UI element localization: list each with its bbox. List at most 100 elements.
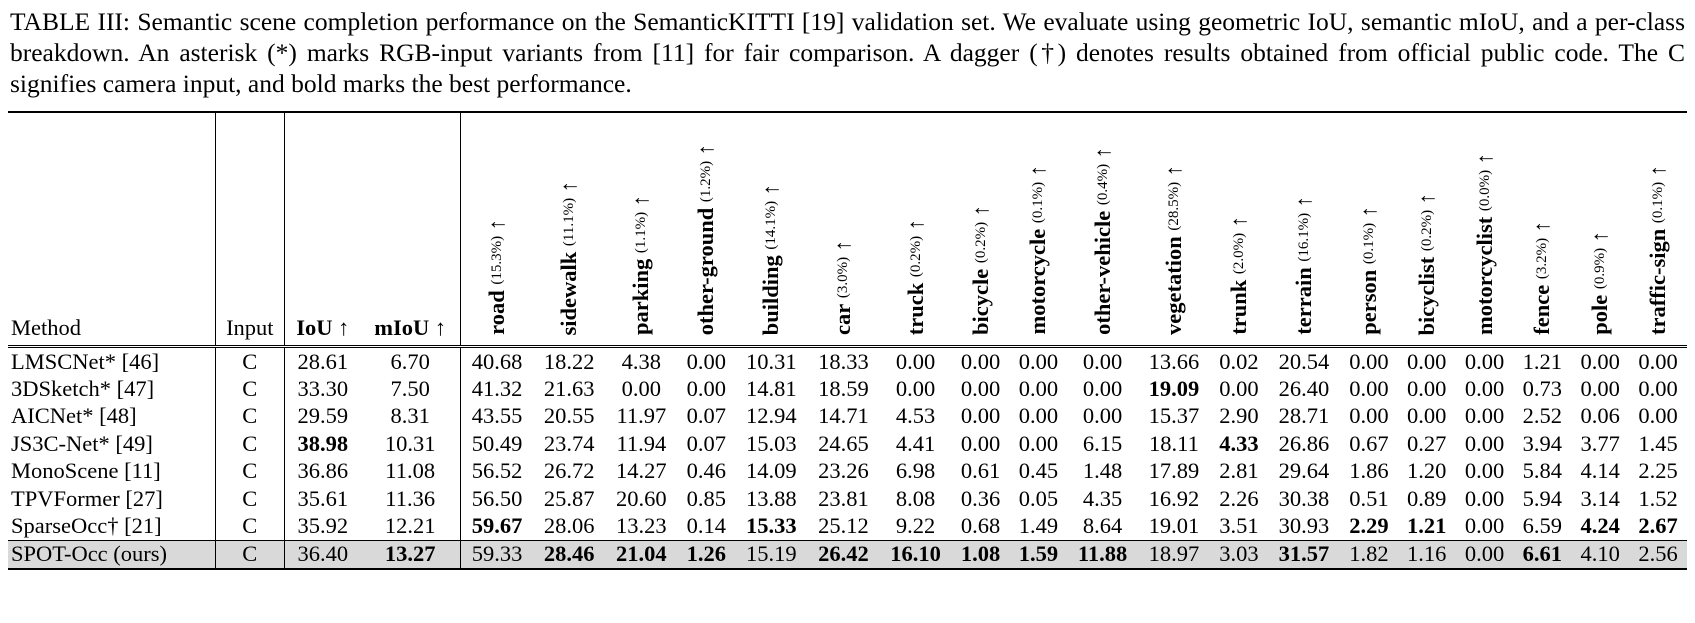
value: 0.00 — [1018, 376, 1059, 402]
value-cell: 19.09 — [1138, 375, 1210, 402]
value: 11.36 — [385, 485, 436, 511]
value: 19.01 — [1148, 513, 1200, 539]
value-cell: 0.00 — [1398, 375, 1456, 402]
value: 0.07 — [686, 430, 727, 456]
value: 11.08 — [385, 458, 436, 484]
value: 1.82 — [1349, 541, 1389, 567]
value: 0.00 — [1638, 348, 1678, 374]
value: 1.20 — [1407, 458, 1447, 484]
value: 0.00 — [895, 348, 936, 374]
value: 13.27 — [384, 541, 436, 567]
value: 40.68 — [471, 348, 523, 374]
class-frequency: (0.4%) — [1094, 164, 1111, 206]
value: 4.24 — [1580, 513, 1620, 539]
class-name: truck — [902, 282, 928, 336]
value-cell: 12.21 — [360, 512, 461, 541]
value: 0.00 — [1082, 376, 1123, 402]
table-row: JS3C-Net* [49] C 38.98 10.31 50.49 23.74 11.94… — [8, 430, 1687, 458]
value-cell: 41.32 — [460, 375, 533, 402]
value-cell: 0.46 — [677, 458, 735, 485]
value: 0.00 — [1580, 348, 1620, 374]
arrow: ↑ — [1355, 206, 1381, 218]
method-cell: MonoScene [11] — [8, 457, 216, 485]
arrow: ↑ — [1160, 165, 1186, 177]
value: 2.90 — [1219, 403, 1259, 429]
value: 2.25 — [1638, 458, 1678, 484]
value-cell: 33.30 — [285, 375, 361, 402]
value: 14.81 — [746, 376, 797, 402]
value-cell: 28.61 — [285, 347, 361, 376]
value: 0.00 — [1464, 513, 1505, 539]
value: 0.05 — [1018, 485, 1059, 511]
value-cell: 18.22 — [533, 347, 605, 376]
value: 0.00 — [686, 348, 727, 374]
value: 26.40 — [1278, 376, 1330, 402]
value-cell: 14.09 — [735, 458, 807, 485]
value: 18.97 — [1148, 541, 1200, 567]
value: 5.94 — [1522, 485, 1562, 511]
rotated-label: pole (0.9%) ↑ — [1587, 231, 1613, 335]
value-cell: 13.88 — [735, 485, 807, 512]
value: 21.63 — [543, 376, 595, 402]
value-cell: 1.48 — [1067, 458, 1138, 485]
value-cell: 13.23 — [605, 512, 677, 540]
rotated-label: other-ground (1.2%) ↑ — [693, 144, 719, 335]
rotated-label: fence (3.2%) ↑ — [1529, 221, 1555, 335]
value: 50.49 — [471, 430, 523, 456]
class-header: person (0.1%) ↑ — [1340, 112, 1398, 347]
value-cell: 0.00 — [1456, 540, 1514, 569]
value: 0.00 — [1082, 348, 1123, 374]
value: 30.93 — [1278, 513, 1330, 539]
class-header: bicycle (0.2%) ↑ — [952, 112, 1010, 347]
class-name: parking — [628, 258, 654, 335]
table-row: SPOT-Occ (ours) C 36.40 13.27 59.33 28.46 21.0… — [8, 540, 1687, 570]
value: 0.00 — [686, 376, 727, 402]
value-cell: 8.64 — [1067, 512, 1138, 540]
class-header: vegetation (28.5%) ↑ — [1138, 112, 1210, 347]
class-frequency: (0.0%) — [1476, 169, 1493, 212]
value-cell: 4.35 — [1067, 485, 1138, 512]
value-cell: 4.53 — [880, 403, 952, 430]
value: 0.67 — [1349, 430, 1389, 456]
value-cell: 1.20 — [1398, 458, 1456, 485]
input-cell: C — [215, 430, 286, 458]
class-header: parking (1.1%) ↑ — [605, 112, 677, 347]
value: 0.00 — [960, 403, 1001, 429]
class-frequency: (15.3%) — [489, 236, 506, 285]
value-cell: 0.00 — [1456, 512, 1514, 540]
value-cell: 6.61 — [1513, 540, 1571, 569]
arrow: ↑ — [1529, 221, 1555, 233]
rotated-label: truck (0.2%) ↑ — [903, 219, 929, 335]
value: 0.00 — [1219, 376, 1259, 402]
value-cell: 13.27 — [360, 540, 461, 570]
value-cell: 0.00 — [1009, 347, 1067, 376]
header-text: IoU ↑ — [296, 315, 350, 340]
value-cell: 18.11 — [1138, 430, 1210, 457]
header-row: Method Input IoU ↑ mIoU ↑ road (15.3%) ↑ side… — [8, 112, 1687, 347]
value: 13.23 — [616, 513, 667, 539]
value-cell: 0.07 — [677, 403, 735, 430]
value: 13.88 — [746, 485, 797, 511]
value: 23.81 — [818, 485, 869, 511]
value: 0.00 — [1018, 430, 1059, 456]
value-cell: 3.14 — [1571, 485, 1629, 512]
value: 4.33 — [1219, 430, 1259, 456]
value: 0.00 — [960, 376, 1001, 402]
value: 8.31 — [390, 403, 430, 429]
value-cell: 2.56 — [1629, 540, 1687, 569]
value-cell: 3.94 — [1513, 430, 1571, 457]
value: 0.06 — [1580, 403, 1620, 429]
value: 36.86 — [297, 458, 349, 484]
value: 2.67 — [1638, 513, 1678, 539]
class-frequency: (1.2%) — [698, 160, 715, 202]
value-cell: 0.00 — [1340, 403, 1398, 430]
value-cell: 59.33 — [460, 540, 533, 569]
value-cell: 0.00 — [605, 375, 677, 402]
value-cell: 0.02 — [1210, 347, 1268, 376]
value-cell: 38.98 — [285, 430, 361, 457]
value-cell: 5.84 — [1513, 458, 1571, 485]
value: 7.50 — [390, 376, 430, 402]
value: 29.64 — [1278, 458, 1330, 484]
value-cell: 15.37 — [1138, 403, 1210, 430]
value: 0.00 — [1464, 430, 1505, 456]
